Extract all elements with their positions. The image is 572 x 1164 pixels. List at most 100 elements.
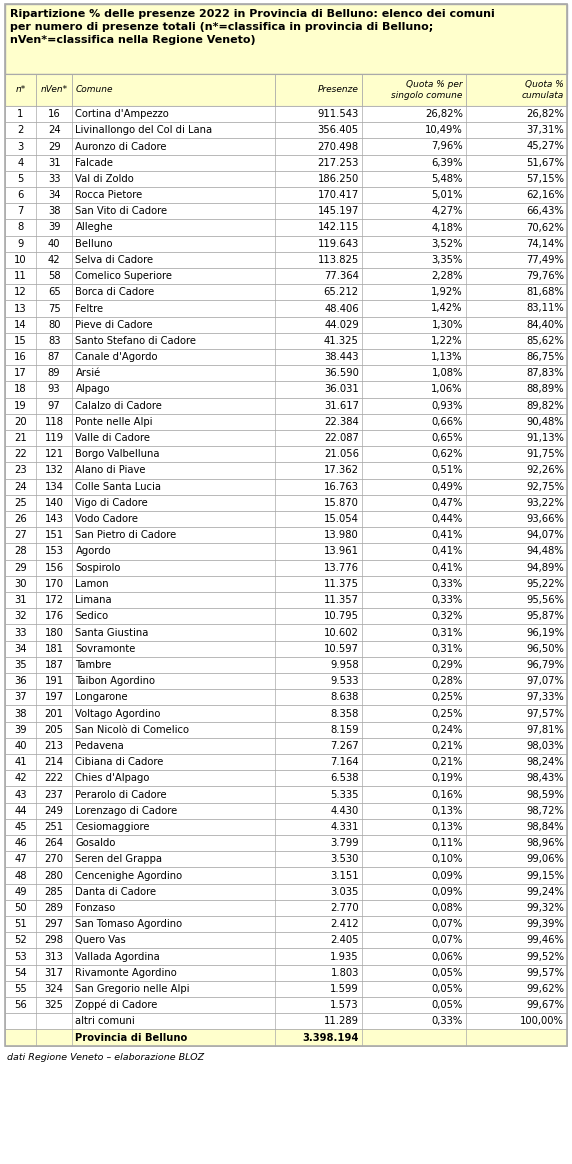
Text: 222: 222 (45, 773, 63, 783)
Text: 22.087: 22.087 (324, 433, 359, 443)
Bar (5, 689, 567, 705)
Text: 0,21%: 0,21% (431, 741, 463, 751)
Bar (5, 560, 567, 576)
Text: 37: 37 (14, 693, 27, 702)
Text: 85,62%: 85,62% (526, 336, 564, 346)
Text: 94,89%: 94,89% (526, 562, 564, 573)
Text: 99,15%: 99,15% (526, 871, 564, 880)
Text: 2.405: 2.405 (331, 936, 359, 945)
Text: Agordo: Agordo (76, 547, 111, 556)
Text: 89: 89 (48, 368, 61, 378)
Text: 0,25%: 0,25% (431, 693, 463, 702)
Text: 0,41%: 0,41% (431, 547, 463, 556)
Bar (5, 771, 567, 787)
Text: 1,30%: 1,30% (431, 320, 463, 329)
Text: 1,92%: 1,92% (431, 288, 463, 297)
Text: 20: 20 (14, 417, 27, 427)
Text: 48: 48 (14, 871, 27, 880)
Text: 0,66%: 0,66% (431, 417, 463, 427)
Text: Falcade: Falcade (76, 157, 113, 168)
Text: Livinallongo del Col di Lana: Livinallongo del Col di Lana (76, 126, 213, 135)
Bar (5, 349, 567, 365)
Bar (5, 300, 567, 317)
Bar (5, 592, 567, 609)
Text: Selva di Cadore: Selva di Cadore (76, 255, 153, 265)
Bar (5, 754, 567, 771)
Text: 3,35%: 3,35% (431, 255, 463, 265)
Text: 92,26%: 92,26% (526, 466, 564, 476)
Text: 0,13%: 0,13% (431, 805, 463, 816)
Text: 13.776: 13.776 (324, 562, 359, 573)
Text: 0,19%: 0,19% (431, 773, 463, 783)
Text: 170.417: 170.417 (317, 190, 359, 200)
Text: 0,31%: 0,31% (431, 627, 463, 638)
Text: Sospirolo: Sospirolo (76, 562, 121, 573)
Bar (5, 478, 567, 495)
Text: 5: 5 (17, 173, 23, 184)
Text: 119: 119 (45, 433, 63, 443)
Text: 100,00%: 100,00% (520, 1016, 564, 1027)
Text: 17.362: 17.362 (324, 466, 359, 476)
Text: 99,67%: 99,67% (526, 1000, 564, 1010)
Bar (5, 204, 567, 219)
Text: Sovramonte: Sovramonte (76, 644, 136, 654)
Text: 0,31%: 0,31% (431, 644, 463, 654)
Text: 19: 19 (14, 400, 27, 411)
Text: Cortina d'Ampezzo: Cortina d'Ampezzo (76, 109, 169, 119)
Text: 26,82%: 26,82% (425, 109, 463, 119)
Text: 18: 18 (14, 384, 27, 395)
Text: 0,51%: 0,51% (431, 466, 463, 476)
Text: Rocca Pietore: Rocca Pietore (76, 190, 142, 200)
Text: 3.035: 3.035 (331, 887, 359, 896)
Text: 0,16%: 0,16% (431, 789, 463, 800)
Bar (5, 722, 567, 738)
Text: 7,96%: 7,96% (431, 142, 463, 151)
Text: 0,05%: 0,05% (431, 967, 463, 978)
Text: 26,82%: 26,82% (526, 109, 564, 119)
Text: 324: 324 (45, 984, 63, 994)
Text: 34: 34 (14, 644, 27, 654)
Text: 22.384: 22.384 (324, 417, 359, 427)
Text: 0,62%: 0,62% (431, 449, 463, 460)
Text: 8: 8 (17, 222, 23, 233)
Text: Presenze: Presenze (318, 85, 359, 94)
Text: 5,48%: 5,48% (431, 173, 463, 184)
Bar (5, 495, 567, 511)
Text: Taibon Agordino: Taibon Agordino (76, 676, 156, 686)
Text: 8.358: 8.358 (331, 709, 359, 718)
Text: 33: 33 (48, 173, 61, 184)
Bar (5, 462, 567, 478)
Text: 0,13%: 0,13% (431, 822, 463, 832)
Bar (5, 3, 567, 1045)
Text: 16: 16 (14, 352, 27, 362)
Text: 6,39%: 6,39% (431, 157, 463, 168)
Text: 98,84%: 98,84% (526, 822, 564, 832)
Text: 251: 251 (45, 822, 63, 832)
Bar (5, 803, 567, 818)
Text: 51: 51 (14, 920, 27, 929)
Text: 25: 25 (14, 498, 27, 508)
Text: 9.958: 9.958 (330, 660, 359, 670)
Text: 3.530: 3.530 (331, 854, 359, 865)
Bar (5, 916, 567, 932)
Text: 180: 180 (45, 627, 63, 638)
Bar (5, 3, 567, 74)
Text: 99,24%: 99,24% (526, 887, 564, 896)
Text: 54: 54 (14, 967, 27, 978)
Text: 58: 58 (48, 271, 61, 281)
Text: 40: 40 (48, 239, 61, 249)
Text: 172: 172 (45, 595, 63, 605)
Text: 43: 43 (14, 789, 27, 800)
Text: 93,22%: 93,22% (526, 498, 564, 508)
Text: 88,89%: 88,89% (526, 384, 564, 395)
Text: 0,07%: 0,07% (431, 936, 463, 945)
Text: Pedavena: Pedavena (76, 741, 124, 751)
Text: Rivamonte Agordino: Rivamonte Agordino (76, 967, 177, 978)
Text: Santo Stefano di Cadore: Santo Stefano di Cadore (76, 336, 196, 346)
Text: Limana: Limana (76, 595, 112, 605)
Text: 197: 197 (45, 693, 63, 702)
Bar (5, 74, 567, 106)
Text: 3: 3 (17, 142, 23, 151)
Text: San Tomaso Agordino: San Tomaso Agordino (76, 920, 182, 929)
Text: Longarone: Longarone (76, 693, 128, 702)
